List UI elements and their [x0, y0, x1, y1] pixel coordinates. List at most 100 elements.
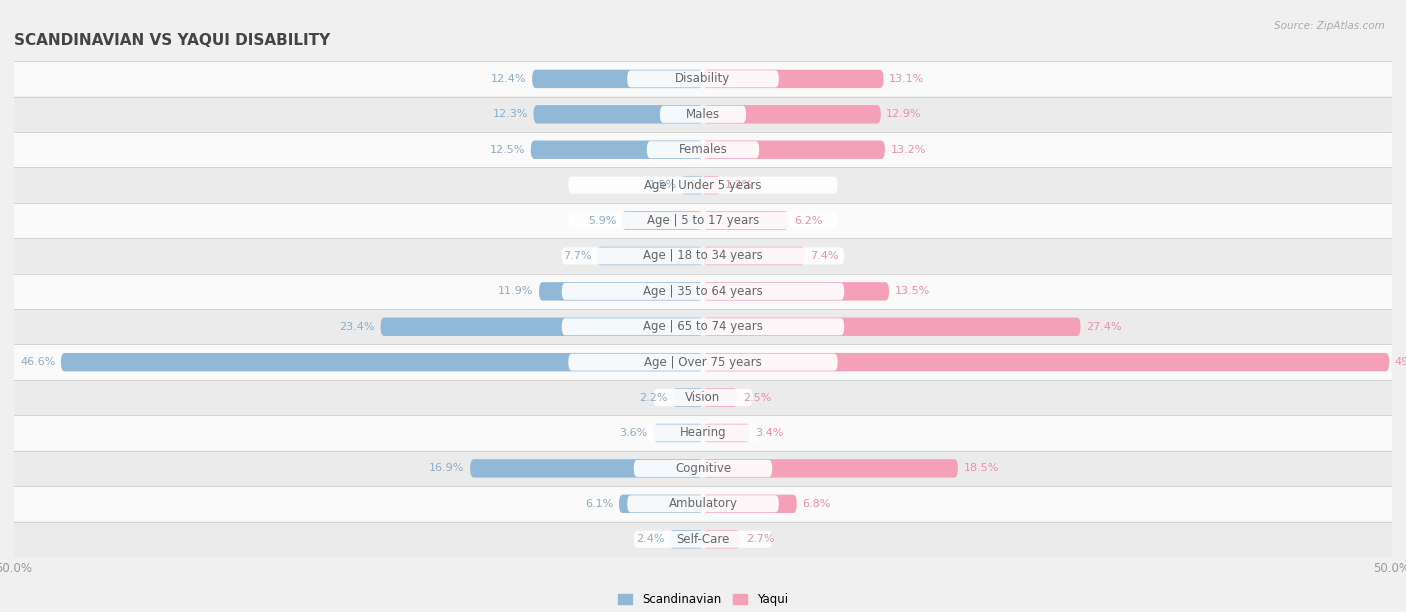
FancyBboxPatch shape [598, 247, 703, 265]
FancyBboxPatch shape [659, 106, 747, 123]
FancyBboxPatch shape [531, 141, 703, 159]
Text: Age | Over 75 years: Age | Over 75 years [644, 356, 762, 368]
Text: Disability: Disability [675, 72, 731, 86]
Text: Females: Females [679, 143, 727, 156]
Text: SCANDINAVIAN VS YAQUI DISABILITY: SCANDINAVIAN VS YAQUI DISABILITY [14, 32, 330, 48]
Text: 27.4%: 27.4% [1085, 322, 1122, 332]
Text: 2.2%: 2.2% [638, 392, 668, 403]
FancyBboxPatch shape [703, 389, 738, 407]
FancyBboxPatch shape [14, 486, 1392, 521]
Text: 6.2%: 6.2% [794, 215, 823, 226]
Text: 2.5%: 2.5% [742, 392, 772, 403]
FancyBboxPatch shape [703, 105, 880, 124]
FancyBboxPatch shape [470, 459, 703, 477]
FancyBboxPatch shape [634, 531, 772, 548]
FancyBboxPatch shape [703, 530, 740, 548]
Text: 2.7%: 2.7% [745, 534, 775, 544]
Text: Age | 5 to 17 years: Age | 5 to 17 years [647, 214, 759, 227]
Text: 6.8%: 6.8% [803, 499, 831, 509]
Text: 5.9%: 5.9% [588, 215, 616, 226]
Text: Age | 65 to 74 years: Age | 65 to 74 years [643, 320, 763, 334]
FancyBboxPatch shape [703, 494, 797, 513]
Text: 12.5%: 12.5% [489, 144, 526, 155]
FancyBboxPatch shape [14, 274, 1392, 309]
FancyBboxPatch shape [621, 211, 703, 230]
FancyBboxPatch shape [703, 318, 1081, 336]
FancyBboxPatch shape [703, 459, 957, 477]
FancyBboxPatch shape [672, 389, 703, 407]
FancyBboxPatch shape [568, 354, 838, 371]
FancyBboxPatch shape [14, 97, 1392, 132]
Text: 2.4%: 2.4% [636, 534, 665, 544]
Text: Age | 18 to 34 years: Age | 18 to 34 years [643, 250, 763, 263]
FancyBboxPatch shape [654, 424, 703, 442]
Text: Self-Care: Self-Care [676, 532, 730, 546]
FancyBboxPatch shape [14, 345, 1392, 380]
Text: 12.9%: 12.9% [886, 110, 922, 119]
Text: 16.9%: 16.9% [429, 463, 464, 474]
FancyBboxPatch shape [14, 203, 1392, 238]
Text: Ambulatory: Ambulatory [668, 498, 738, 510]
Text: 3.4%: 3.4% [755, 428, 783, 438]
Text: 6.1%: 6.1% [585, 499, 613, 509]
FancyBboxPatch shape [647, 141, 759, 159]
Text: 12.4%: 12.4% [491, 74, 527, 84]
Text: Males: Males [686, 108, 720, 121]
FancyBboxPatch shape [703, 282, 889, 300]
Text: Age | Under 5 years: Age | Under 5 years [644, 179, 762, 192]
FancyBboxPatch shape [14, 521, 1392, 557]
FancyBboxPatch shape [562, 247, 844, 264]
Text: 3.6%: 3.6% [620, 428, 648, 438]
Text: 13.1%: 13.1% [889, 74, 924, 84]
FancyBboxPatch shape [568, 177, 838, 193]
FancyBboxPatch shape [60, 353, 703, 371]
FancyBboxPatch shape [627, 495, 779, 512]
FancyBboxPatch shape [562, 283, 844, 300]
Text: 12.3%: 12.3% [492, 110, 529, 119]
FancyBboxPatch shape [14, 450, 1392, 486]
FancyBboxPatch shape [654, 389, 752, 406]
Text: 1.2%: 1.2% [725, 180, 754, 190]
Text: Source: ZipAtlas.com: Source: ZipAtlas.com [1274, 21, 1385, 31]
Text: 46.6%: 46.6% [20, 357, 55, 367]
FancyBboxPatch shape [562, 318, 844, 335]
FancyBboxPatch shape [14, 61, 1392, 97]
Text: 49.8%: 49.8% [1395, 357, 1406, 367]
FancyBboxPatch shape [703, 247, 806, 265]
Text: 7.4%: 7.4% [810, 251, 839, 261]
FancyBboxPatch shape [531, 70, 703, 88]
FancyBboxPatch shape [381, 318, 703, 336]
Text: Cognitive: Cognitive [675, 462, 731, 475]
FancyBboxPatch shape [14, 380, 1392, 416]
FancyBboxPatch shape [634, 460, 772, 477]
Text: 13.2%: 13.2% [890, 144, 925, 155]
FancyBboxPatch shape [533, 105, 703, 124]
FancyBboxPatch shape [647, 425, 759, 441]
Text: Hearing: Hearing [679, 427, 727, 439]
FancyBboxPatch shape [703, 424, 749, 442]
FancyBboxPatch shape [14, 416, 1392, 450]
FancyBboxPatch shape [619, 494, 703, 513]
Text: 7.7%: 7.7% [562, 251, 592, 261]
FancyBboxPatch shape [703, 70, 883, 88]
FancyBboxPatch shape [14, 238, 1392, 274]
FancyBboxPatch shape [682, 176, 703, 195]
FancyBboxPatch shape [703, 141, 884, 159]
FancyBboxPatch shape [669, 530, 703, 548]
FancyBboxPatch shape [568, 212, 838, 229]
Text: Age | 35 to 64 years: Age | 35 to 64 years [643, 285, 763, 298]
Text: 13.5%: 13.5% [894, 286, 929, 296]
FancyBboxPatch shape [627, 70, 779, 88]
Legend: Scandinavian, Yaqui: Scandinavian, Yaqui [613, 588, 793, 611]
FancyBboxPatch shape [703, 353, 1389, 371]
FancyBboxPatch shape [703, 176, 720, 195]
Text: 1.5%: 1.5% [648, 180, 676, 190]
Text: 23.4%: 23.4% [340, 322, 375, 332]
FancyBboxPatch shape [14, 132, 1392, 168]
FancyBboxPatch shape [538, 282, 703, 300]
FancyBboxPatch shape [703, 211, 789, 230]
FancyBboxPatch shape [14, 309, 1392, 345]
FancyBboxPatch shape [14, 168, 1392, 203]
Text: Vision: Vision [685, 391, 721, 404]
Text: 11.9%: 11.9% [498, 286, 533, 296]
